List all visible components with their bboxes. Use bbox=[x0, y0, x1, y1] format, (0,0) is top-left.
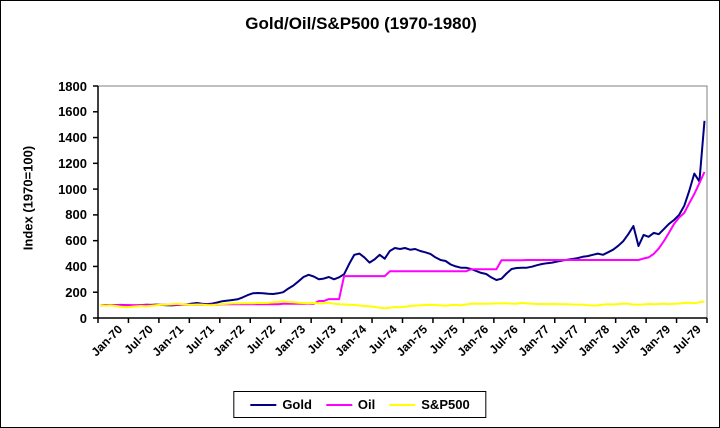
legend-item-oil: Oil bbox=[325, 397, 376, 412]
y-tick-label: 600 bbox=[65, 233, 87, 249]
legend-label: S&P500 bbox=[421, 397, 470, 412]
legend-swatch-sp500 bbox=[389, 403, 416, 406]
y-tick-label: 1800 bbox=[58, 78, 87, 94]
y-tick-label: 1200 bbox=[58, 155, 87, 171]
y-tick-label: 1600 bbox=[58, 104, 87, 120]
legend-label: Oil bbox=[357, 397, 376, 412]
legend-label: Gold bbox=[282, 397, 312, 412]
y-tick-label: 1400 bbox=[58, 130, 87, 146]
y-tick-label: 0 bbox=[79, 310, 87, 326]
legend-item-gold: Gold bbox=[250, 397, 312, 412]
series-line-sp500 bbox=[100, 300, 705, 310]
y-tick-label: 800 bbox=[65, 207, 87, 223]
legend-item-sp500: S&P500 bbox=[389, 397, 470, 412]
plot-border bbox=[97, 85, 708, 319]
chart-title: Gold/Oil/S&P500 (1970-1980) bbox=[245, 14, 477, 33]
y-tick-label: 200 bbox=[65, 284, 87, 300]
legend-swatch-gold bbox=[250, 403, 277, 406]
legend: Gold Oil S&P500 bbox=[233, 391, 487, 418]
y-tick-label: 400 bbox=[65, 258, 87, 274]
legend-swatch-oil bbox=[325, 403, 352, 406]
y-tick-label: 1000 bbox=[58, 181, 87, 197]
